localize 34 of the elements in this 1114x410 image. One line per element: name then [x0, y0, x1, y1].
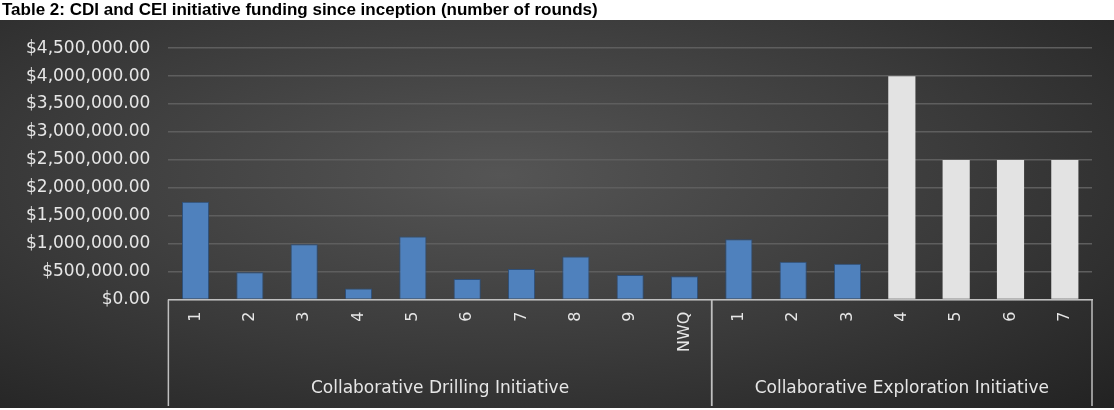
- x-tick-label: 1: [728, 311, 747, 322]
- y-tick-label: $500,000.00: [42, 260, 151, 281]
- x-tick-label: 9: [619, 311, 639, 322]
- chart-title: Table 2: CDI and CEI initiative funding since inception (number of rounds): [1, 0, 599, 20]
- x-tick-label: 8: [565, 311, 585, 322]
- x-tick-label: 3: [293, 311, 313, 322]
- y-tick-label: $3,500,000.00: [26, 92, 151, 113]
- x-tick-label: NWQ: [673, 311, 693, 353]
- x-tick-label: 1: [184, 311, 204, 322]
- bar: [888, 76, 916, 299]
- y-tick-label: $4,000,000.00: [26, 64, 151, 85]
- bar: [942, 159, 970, 299]
- bar: [996, 159, 1025, 299]
- x-tick-label: 4: [891, 311, 910, 322]
- x-tick-label: 2: [782, 311, 802, 322]
- x-tick-label: 5: [945, 311, 965, 322]
- x-tick-label: 2: [239, 311, 259, 322]
- y-tick-label: $2,500,000.00: [26, 148, 151, 169]
- y-tick-label: $0.00: [101, 288, 151, 309]
- y-tick-label: $1,000,000.00: [26, 232, 151, 253]
- y-tick-label: $3,000,000.00: [26, 120, 151, 141]
- x-tick-label: 6: [999, 311, 1019, 322]
- x-tick-label: 5: [402, 311, 422, 322]
- x-tick-label: 4: [347, 311, 367, 322]
- text: Collaborative Exploration Initiative: [754, 377, 1050, 398]
- x-tick-label: 7: [510, 311, 530, 322]
- y-tick-label: $4,500,000.00: [26, 36, 151, 57]
- y-tick-label: $1,500,000.00: [26, 204, 151, 225]
- bar: [1051, 159, 1079, 299]
- x-tick-label: 7: [1053, 311, 1073, 322]
- x-tick-label: 6: [456, 311, 476, 322]
- x-tick-label: 3: [836, 311, 856, 322]
- y-tick-label: $2,000,000.00: [26, 176, 151, 197]
- text: Collaborative Drilling Initiative: [310, 377, 570, 398]
